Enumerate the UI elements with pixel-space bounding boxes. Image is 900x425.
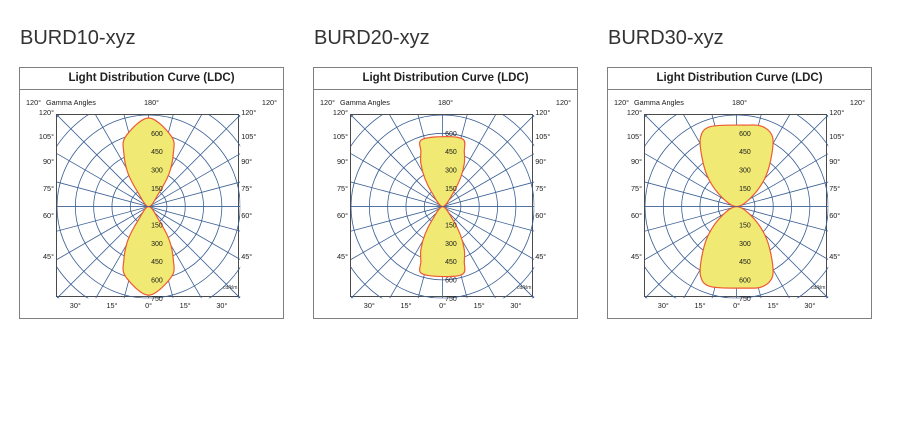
svg-text:150: 150 — [151, 185, 163, 192]
svg-text:600: 600 — [151, 130, 163, 137]
svg-text:600: 600 — [445, 130, 457, 137]
svg-text:300: 300 — [445, 240, 457, 247]
svg-text:450: 450 — [151, 149, 163, 156]
svg-text:150: 150 — [739, 185, 751, 192]
svg-text:600: 600 — [739, 277, 751, 284]
svg-text:300: 300 — [739, 167, 751, 174]
svg-text:600: 600 — [151, 277, 163, 284]
svg-text:150: 150 — [739, 222, 751, 229]
svg-text:300: 300 — [151, 167, 163, 174]
svg-text:150: 150 — [151, 222, 163, 229]
svg-text:450: 450 — [739, 149, 751, 156]
svg-text:450: 450 — [445, 149, 457, 156]
svg-text:150: 150 — [445, 185, 457, 192]
svg-text:450: 450 — [445, 259, 457, 266]
svg-text:450: 450 — [739, 259, 751, 266]
svg-text:150: 150 — [445, 222, 457, 229]
svg-text:600: 600 — [739, 130, 751, 137]
svg-text:600: 600 — [445, 277, 457, 284]
svg-text:300: 300 — [739, 240, 751, 247]
svg-text:300: 300 — [445, 167, 457, 174]
svg-text:300: 300 — [151, 240, 163, 247]
svg-text:450: 450 — [151, 259, 163, 266]
